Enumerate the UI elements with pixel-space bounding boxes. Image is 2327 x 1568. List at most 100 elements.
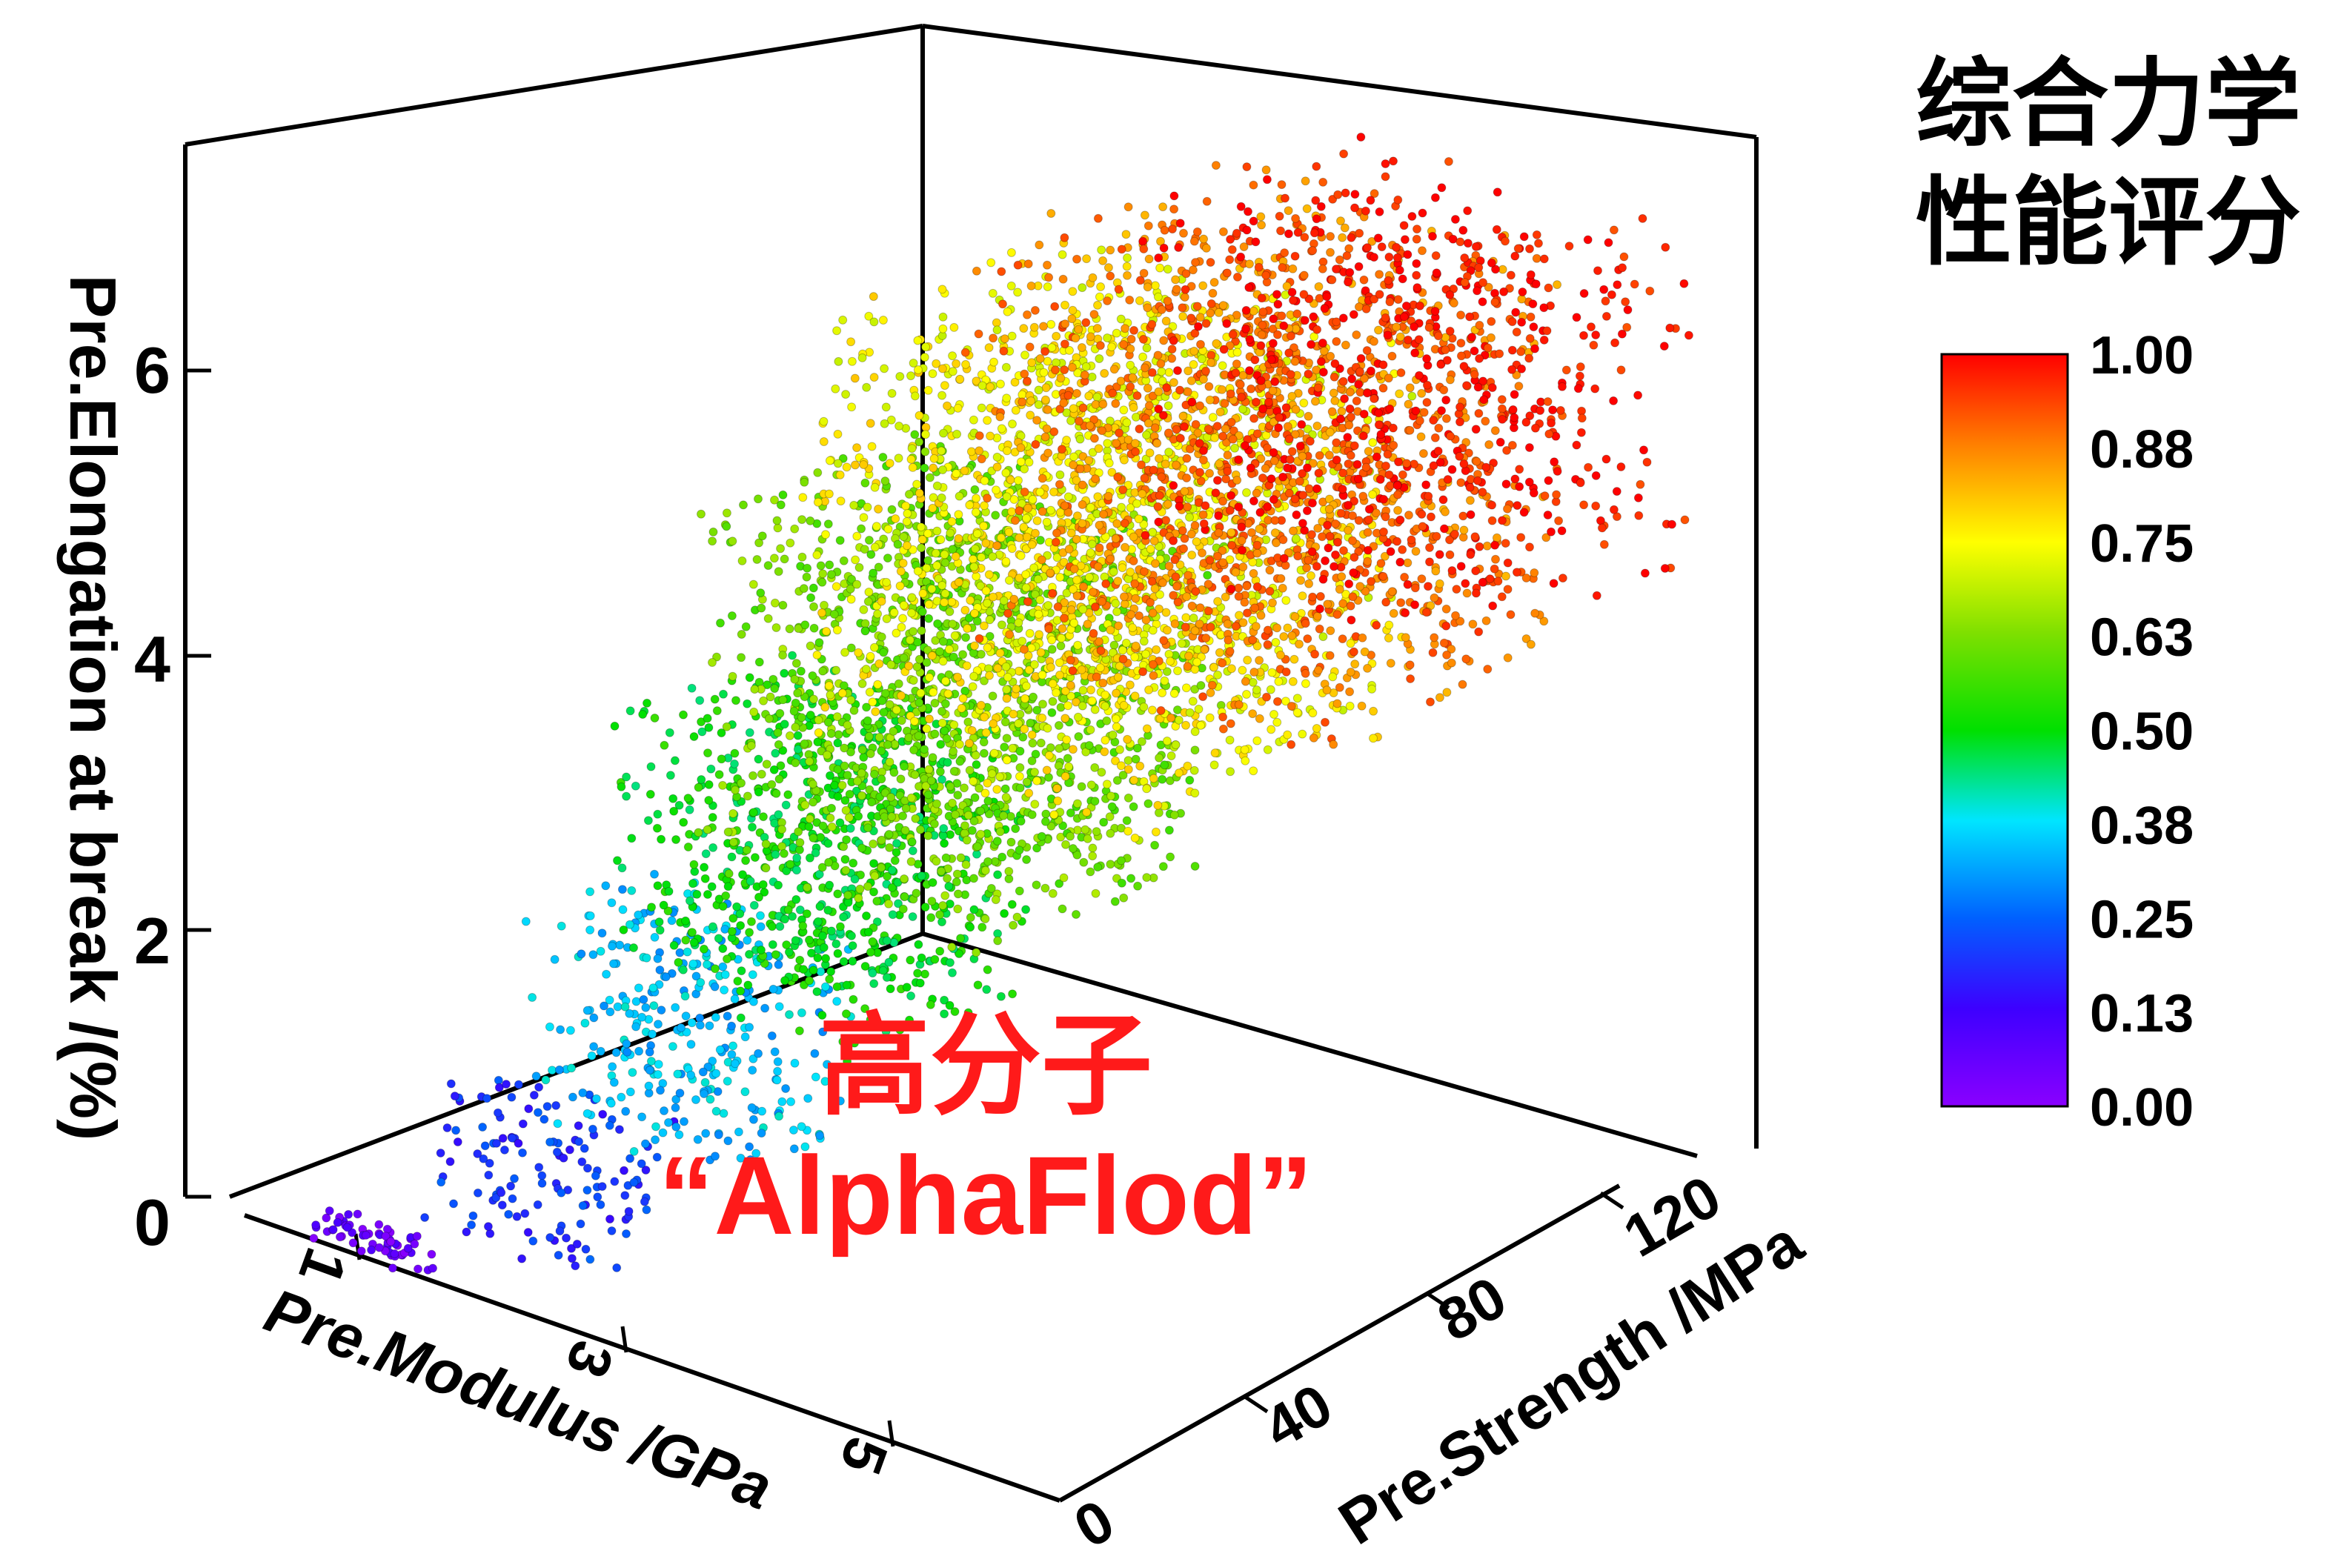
scatter-point [353,1209,362,1219]
scatter-point [625,706,635,716]
scatter-point [1364,447,1373,456]
scatter-point [629,1177,639,1187]
scatter-point [1252,736,1262,745]
scatter-point [809,623,819,633]
scatter-point [554,1065,564,1074]
scatter-point [660,740,669,750]
scatter-point [1135,424,1144,433]
scatter-point [1189,236,1199,246]
scatter-point [1147,705,1157,715]
scatter-point [847,402,857,412]
scatter-point [1375,270,1384,279]
scatter-point [992,541,1002,551]
scatter-point [480,1141,490,1151]
scatter-point [920,745,929,754]
scatter-point [722,722,731,731]
scatter-point [857,791,866,800]
scatter-point [748,823,757,832]
scatter-point [507,1092,517,1102]
frame-top-right-edge [922,24,1757,139]
scatter-point [791,659,801,668]
scatter-point [773,1057,783,1066]
scatter-point [727,1021,737,1031]
scatter-point [814,728,823,737]
scatter-point [791,758,800,768]
scatter-point [701,1129,711,1138]
scatter-point [837,780,847,790]
scatter-point [528,1236,538,1246]
scatter-point [952,877,961,887]
scatter-point [648,1029,657,1039]
scatter-point [1112,607,1122,617]
scatter-point [840,761,849,771]
scatter-point [631,997,641,1006]
scatter-point [869,859,879,868]
scatter-point [823,906,833,915]
scatter-point [1501,539,1510,548]
scatter-point [1119,700,1129,710]
scatter-point [727,926,737,936]
scatter-point [803,563,812,573]
scatter-point [1144,685,1154,694]
scatter-point [696,977,706,987]
scatter-point [789,1126,798,1135]
scatter-point [926,776,936,785]
scatter-point [1196,681,1206,690]
scatter-point [818,1027,828,1037]
scatter-point [1396,598,1406,608]
scatter-point [874,659,884,668]
scatter-point [1111,399,1121,408]
scatter-point [912,662,922,671]
scatter-point [940,699,950,708]
scatter-point [703,890,712,899]
scatter-point [886,792,896,802]
scatter-point [1150,559,1160,568]
scatter-point [548,1066,557,1075]
scatter-point [771,788,781,798]
scatter-point [1026,396,1036,405]
scatter-point [847,931,856,940]
scatter-point [574,1121,583,1131]
scatter-point [1055,658,1064,668]
z-tick-label-6: 6 [134,333,170,407]
scatter-point [620,1166,628,1175]
scatter-point [736,1013,746,1023]
scatter-point [777,825,787,834]
scatter-point [1011,824,1020,834]
scatter-point [1040,395,1050,405]
scatter-point [1198,692,1208,702]
scatter-point [514,1080,523,1089]
scatter-point [809,583,818,593]
scatter-point [1155,263,1165,273]
scatter-point [653,1070,663,1079]
scatter-point [1225,735,1235,745]
scatter-point [995,648,1005,658]
scatter-point [1288,677,1298,686]
scatter-point [745,1023,754,1032]
scatter-point [835,818,845,828]
scatter-point [896,774,906,784]
scatter-point [916,522,926,532]
scatter-point [494,1083,504,1092]
scatter-point [799,965,809,974]
scatter-point [1501,571,1510,581]
scatter-point [909,717,919,726]
scatter-point [1484,440,1494,449]
scatter-point [857,353,867,362]
scatter-point [785,1010,794,1020]
scatter-point [868,969,877,978]
scatter-point [894,679,903,688]
scatter-point [1028,738,1038,748]
scatter-point [966,913,975,923]
scatter-point [699,944,708,954]
scatter-point [1107,342,1116,352]
scatter-point [720,986,729,994]
scatter-point [589,1013,599,1023]
scatter-point [1062,435,1072,445]
scatter-point [606,1098,616,1108]
scatter-point [986,883,996,893]
scatter-point [428,1263,437,1273]
scatter-point [620,1002,630,1011]
scatter-point [774,1112,784,1121]
scatter-point [938,637,948,646]
